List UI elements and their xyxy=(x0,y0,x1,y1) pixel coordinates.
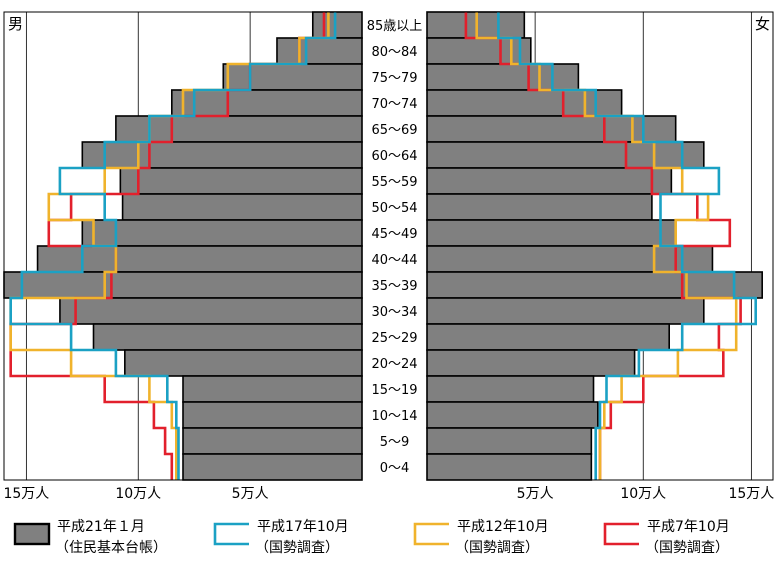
age-label: 45～49 xyxy=(371,227,417,242)
age-label: 70～74 xyxy=(371,97,417,112)
bar-female xyxy=(426,427,593,455)
bar-female xyxy=(426,167,673,195)
bar-female xyxy=(426,245,714,273)
age-label: 40～44 xyxy=(371,253,417,268)
age-label: 75～79 xyxy=(371,71,417,86)
bar-male xyxy=(81,141,363,169)
bar-female xyxy=(426,193,653,221)
bar-female xyxy=(426,453,593,481)
tick-label-female: 10万人 xyxy=(620,486,666,502)
bar-female xyxy=(426,271,763,299)
step-line-male-h17 xyxy=(9,12,337,480)
bar-male xyxy=(92,323,363,351)
age-label: 65～69 xyxy=(371,123,417,138)
bar-male xyxy=(115,115,363,143)
step-line-female-h17 xyxy=(497,12,757,480)
bar-female xyxy=(426,115,677,143)
age-label: 30～34 xyxy=(371,305,417,320)
bar-male xyxy=(119,167,363,195)
bar-male xyxy=(3,271,363,299)
age-label: 35～39 xyxy=(371,279,417,294)
bar-male xyxy=(222,63,363,91)
age-label: 0～4 xyxy=(380,461,410,476)
age-label: 25～29 xyxy=(371,331,417,346)
age-labels: 85歳以上 80～84 75～79 70～74 65～69 60～64 55～59 50～54… xyxy=(367,19,423,476)
bar-female xyxy=(426,219,677,247)
tick-label-female: 15万人 xyxy=(728,486,774,502)
bar-male xyxy=(182,427,363,455)
legend-label-h7: 平成7年10月 xyxy=(647,519,730,535)
bar-male xyxy=(81,219,363,247)
legend-label-h21: 平成21年１月 xyxy=(57,519,145,535)
age-label: 20～24 xyxy=(371,357,417,372)
age-label: 50～54 xyxy=(371,201,417,216)
legend-label-h17: 平成17年10月 xyxy=(257,519,349,535)
tick-label-male: 10万人 xyxy=(115,486,161,502)
bar-male xyxy=(36,245,363,273)
legend-note-h7: （国勢調査） xyxy=(645,540,729,556)
legend-note-h17: （国勢調査） xyxy=(255,540,339,556)
legend-label-h12: 平成12年10月 xyxy=(457,519,549,535)
bar-male xyxy=(276,37,363,65)
age-label: 60～64 xyxy=(371,149,417,164)
bar-female xyxy=(426,323,670,351)
age-label: 55～59 xyxy=(371,175,417,190)
bar-female xyxy=(426,401,599,429)
bar-female xyxy=(426,349,636,377)
bar-female xyxy=(426,297,705,325)
side-labels: 男女 xyxy=(8,15,770,33)
bar-male xyxy=(182,453,363,481)
step-outlines xyxy=(9,12,757,480)
bar-male xyxy=(124,349,363,377)
age-label: 85歳以上 xyxy=(367,19,423,34)
bar-female xyxy=(426,63,580,91)
plot-frame xyxy=(3,11,774,481)
legend-swatch-h21 xyxy=(13,522,51,546)
bar-male xyxy=(121,193,363,221)
male-label: 男 xyxy=(8,15,23,33)
age-label: 10～14 xyxy=(371,409,417,424)
bar-female xyxy=(426,37,532,65)
bar-female xyxy=(426,375,595,403)
bar-male xyxy=(182,401,363,429)
legend-swatch-h7 xyxy=(603,522,639,546)
age-label: 5～9 xyxy=(380,435,410,450)
legend-note-h21: （住民基本台帳） xyxy=(55,539,167,556)
age-label: 15～19 xyxy=(371,383,417,398)
bar-female xyxy=(426,89,623,117)
bar-male xyxy=(59,297,363,325)
legend-note-h12: （国勢調査） xyxy=(455,540,539,556)
legend-swatch-h17 xyxy=(213,522,249,546)
legend-swatch-h12 xyxy=(413,522,449,546)
tick-label-female: 5万人 xyxy=(517,486,554,502)
legend: 平成21年１月 （住民基本台帳） 平成17年10月 （国勢調査） 平成12年10月 （国勢… xyxy=(13,519,730,556)
bar-female xyxy=(426,141,705,169)
bars-h21 xyxy=(3,11,763,481)
tick-label-male: 15万人 xyxy=(3,486,49,502)
frame-male xyxy=(3,11,363,481)
bar-male xyxy=(171,89,363,117)
tick-label-male: 5万人 xyxy=(232,486,269,502)
female-label: 女 xyxy=(755,15,770,33)
frame-female xyxy=(426,11,774,481)
bar-male xyxy=(182,375,363,403)
bar-male xyxy=(311,11,363,39)
age-label: 80～84 xyxy=(371,45,417,60)
tick-labels: 15万人 10万人 5万人 5万人 10万人 15万人 xyxy=(3,486,774,502)
